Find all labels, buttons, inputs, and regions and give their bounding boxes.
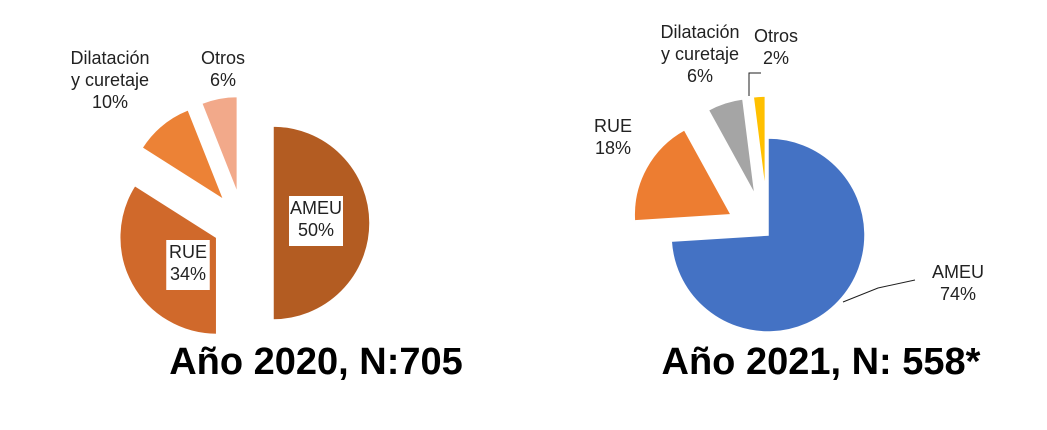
slice-value-label: 18% [595, 138, 631, 158]
slice-value-label: 6% [210, 70, 236, 90]
label-box [289, 196, 343, 246]
leader-line-ameu-2021 [842, 279, 916, 303]
pie-slice-dilatacion-y-curetaje-2020 [140, 108, 226, 202]
slice-value-label: 74% [940, 284, 976, 304]
pie-slice-rue-2021 [633, 128, 733, 222]
pie-slices-2020 [118, 95, 371, 336]
pie-slice-otros-2021 [752, 95, 767, 194]
slice-value-label: 50% [298, 220, 334, 240]
slice-category-label: AMEU [290, 198, 342, 218]
slice-category-label: y curetaje [661, 44, 739, 64]
chart-title-2020: Año 2020, N:705 [169, 341, 463, 383]
slice-category-label: AMEU [932, 262, 984, 282]
slice-category-label: RUE [169, 242, 207, 262]
leader-line-otros-2021 [748, 72, 761, 96]
slice-value-label: 34% [170, 264, 206, 284]
slice-category-label: y curetaje [71, 70, 149, 90]
chart-title-2021: Año 2021, N: 558* [662, 341, 981, 383]
pie-slice-ameu-2021 [670, 137, 866, 333]
slice-value-label: 10% [92, 92, 128, 112]
label-box [166, 240, 210, 290]
slice-value-label: 6% [687, 66, 713, 86]
slice-category-label: Dilatación [70, 48, 149, 68]
slice-category-label: Otros [201, 48, 245, 68]
pie-slices-2021 [633, 95, 866, 333]
slice-value-label: 2% [763, 48, 789, 68]
slice-category-label: RUE [594, 116, 632, 136]
slice-category-label: Dilatación [660, 22, 739, 42]
pie-slice-otros-2020 [200, 95, 239, 194]
pie-slice-dilatacion-y-curetaje-2021 [707, 97, 756, 196]
slice-category-label: Otros [754, 26, 798, 46]
